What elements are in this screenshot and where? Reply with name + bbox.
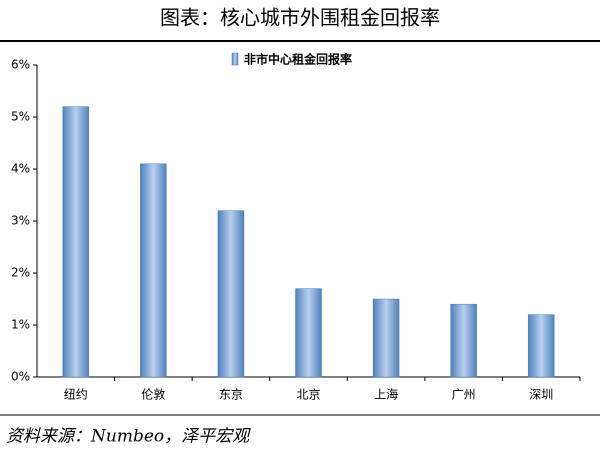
legend-label: 非市中心租金回报率	[244, 52, 352, 67]
y-tick-label: 0%	[11, 370, 30, 384]
legend-swatch	[231, 52, 239, 66]
y-tick-label: 4%	[11, 162, 30, 176]
bar	[450, 303, 477, 378]
y-tick-label: 1%	[11, 318, 30, 332]
x-tick-label: 深圳	[529, 388, 553, 402]
y-tick-label: 5%	[11, 110, 30, 124]
bar	[295, 288, 322, 378]
x-tick-label: 纽约	[64, 387, 88, 402]
y-tick-label: 6%	[11, 58, 30, 72]
x-tick-label: 上海	[374, 387, 398, 402]
x-tick-label: 北京	[296, 388, 320, 402]
bar	[217, 210, 245, 378]
y-tick-label: 2%	[11, 266, 30, 280]
x-tick-label: 伦敦	[141, 387, 165, 402]
source-note: 资料来源：Numbeo，泽平宏观	[6, 427, 251, 447]
bar	[62, 106, 90, 378]
x-tick-label: 广州	[452, 388, 476, 402]
bar	[527, 314, 555, 378]
y-tick-label: 3%	[11, 214, 30, 228]
x-tick-label: 东京	[219, 388, 243, 402]
chart-title: 图表：核心城市外围租金回报率	[160, 6, 440, 30]
bar	[140, 163, 167, 378]
bar	[372, 298, 400, 378]
